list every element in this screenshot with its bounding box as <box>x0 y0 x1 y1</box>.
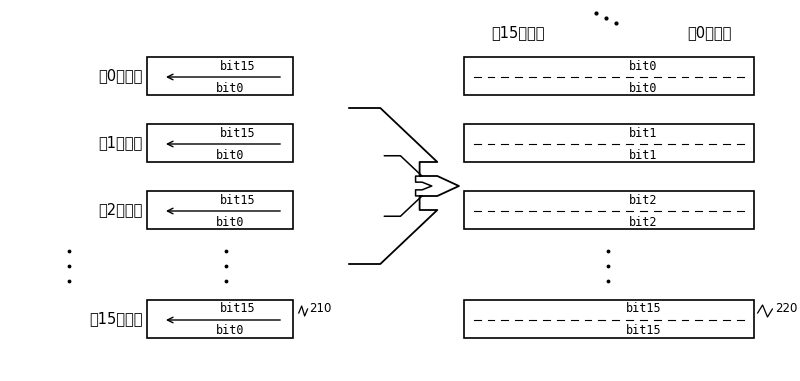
Text: bit0: bit0 <box>630 59 658 72</box>
Text: bit2: bit2 <box>630 216 658 229</box>
Bar <box>464 57 754 95</box>
Text: bit1: bit1 <box>630 149 658 162</box>
Text: bit0: bit0 <box>215 325 244 338</box>
Text: bit15: bit15 <box>220 59 255 72</box>
Text: bit15: bit15 <box>220 194 255 207</box>
Text: 共2个数据: 共2个数据 <box>98 202 142 218</box>
Text: bit15: bit15 <box>220 126 255 139</box>
Text: bit15: bit15 <box>626 303 662 315</box>
Text: bit2: bit2 <box>630 194 658 207</box>
Bar <box>147 191 293 229</box>
Bar <box>464 124 754 162</box>
Text: bit1: bit1 <box>630 126 658 139</box>
Text: 儗15个数据: 儗15个数据 <box>89 312 142 327</box>
Text: 共1个数据: 共1个数据 <box>98 136 142 150</box>
Bar <box>147 124 293 162</box>
Text: bit15: bit15 <box>626 325 662 338</box>
Text: bit0: bit0 <box>215 149 244 162</box>
Text: bit0: bit0 <box>215 216 244 229</box>
Bar <box>464 191 754 229</box>
Text: bit0: bit0 <box>215 82 244 94</box>
Text: 220: 220 <box>775 303 798 315</box>
Text: bit15: bit15 <box>220 303 255 315</box>
Bar <box>147 300 293 338</box>
Bar <box>147 57 293 95</box>
Text: 共0个数据: 共0个数据 <box>687 26 732 40</box>
Text: bit0: bit0 <box>630 82 658 94</box>
Bar <box>464 300 754 338</box>
Text: 210: 210 <box>310 303 332 315</box>
Text: 儗15个数据: 儗15个数据 <box>491 26 545 40</box>
Text: 共0个数据: 共0个数据 <box>98 69 142 83</box>
